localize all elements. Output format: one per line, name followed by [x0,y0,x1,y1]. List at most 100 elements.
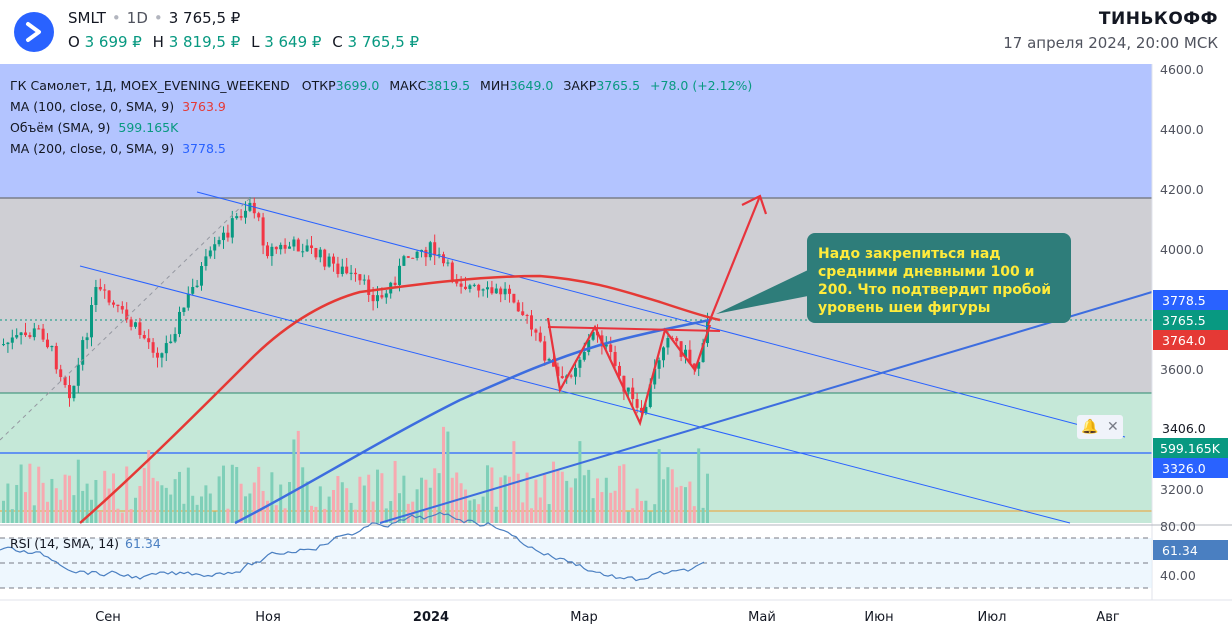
close-icon[interactable]: ✕ [1107,419,1119,435]
volume-bar [169,494,173,523]
candle-body [257,213,261,218]
volume-bar [525,472,529,523]
candle-body [367,279,371,295]
candle-body [468,285,472,289]
volume-bar [310,505,313,523]
volume-bar [530,508,533,523]
candle-body [90,305,93,338]
candle-body [354,272,357,275]
ohlc-line: O 3 699 ₽ H 3 819,5 ₽ L 3 649 ₽ C 3 765,… [68,33,419,51]
candle-body [609,344,613,352]
candle-body [543,341,547,361]
volume-bar [173,479,177,523]
candle-body [248,202,252,211]
legend-high-label: МАКС [389,78,426,93]
time-tick: Май [748,610,776,625]
legend-ma200[interactable]: MA (200, close, 0, SMA, 9) 3778.5 [10,141,226,156]
candle-body [226,232,230,238]
volume-bar [186,467,190,523]
candle-body [2,344,5,346]
candle-body [688,349,692,364]
legend-ma100[interactable]: MA (100, close, 0, SMA, 9) 3763.9 [10,99,226,114]
timeframe[interactable]: 1D [126,9,148,27]
volume-bar [538,497,542,523]
candle-body [406,256,410,258]
candle-body [472,284,476,286]
volume-label-bg [1153,438,1228,458]
support-price-label: 3326.0 [1162,461,1206,476]
rsi-label[interactable]: RSI (14, SMA, 14) 61.34 [10,536,161,551]
level-price-label: 3406.0 [1162,421,1206,436]
level-price-label-bg [1153,418,1228,438]
candle-body [151,342,155,353]
candle-body [402,256,406,266]
volume-bar [604,477,608,523]
volume-bar [2,500,5,523]
candle-body [107,290,111,303]
candle-body [327,256,331,267]
candle-body [72,385,76,399]
volume-bar [613,490,617,523]
volume-bar [376,469,379,523]
candle-body [222,232,225,241]
time-axis[interactable]: Сен Ноя 2024 Мар Май Июн Июл Авг [95,610,1120,625]
candle-body [560,376,564,379]
candle-body [481,289,485,291]
candle-body [697,362,701,369]
candle-body [582,352,586,360]
price-chart[interactable]: Надо закрепиться над средними дневными 1… [0,64,1232,633]
candle-body [692,363,696,369]
volume-bar [354,509,357,523]
volume-bar [472,499,476,523]
volume-bar [626,511,630,523]
volume-bar [24,492,27,523]
high-label: H [152,33,164,51]
candle-body [173,333,177,342]
volume-bar [398,493,401,523]
volume-bar [574,478,577,523]
annotation-box[interactable] [807,233,1071,323]
alert-controls: 🔔 ✕ [1077,415,1123,439]
candle-body [10,337,14,343]
low-label: L [251,33,260,51]
support-price-label-bg [1153,458,1228,478]
close-value: 3 765,5 ₽ [347,33,420,51]
volume-bar [345,488,349,523]
volume-bar [609,492,613,523]
volume-bar [442,426,445,523]
candle-body [178,311,181,334]
target-arrow [706,195,762,326]
volume-bar [697,448,701,523]
rsi-value-label: 61.34 [1162,543,1198,558]
close-price-label-bg [1153,310,1228,330]
volume-bar [679,485,683,523]
candle-body [512,293,516,303]
candle-body [252,202,256,214]
legend-open: 3699.0 [336,78,380,93]
close-price-label: 3765.5 [1162,313,1206,328]
open-label: O [68,33,80,51]
candle-body [134,322,137,327]
legend-volume[interactable]: Объём (SMA, 9) 599.165K [10,120,179,135]
volume-bar [648,511,652,523]
candle-body [376,295,379,302]
candle-body [362,279,366,281]
ma200-line [234,318,711,525]
volume-bar [455,472,459,523]
candle-body [684,349,687,357]
rising-trendline [379,291,1153,524]
candle-body [349,272,353,274]
ma200-price-label-bg [1153,290,1228,310]
volume-bar [54,488,58,523]
candle-body [587,339,591,353]
volume-bar [116,508,120,523]
candle-body [332,256,335,264]
volume-bar [362,485,366,523]
volume-bar [244,496,247,523]
alert-bell-icon[interactable]: 🔔 [1081,419,1099,435]
candle-body [32,328,36,338]
ticker-symbol[interactable]: SMLT [68,9,106,27]
volume-bar [424,479,428,523]
volume-bar [446,431,450,523]
volume-bar [389,501,393,523]
